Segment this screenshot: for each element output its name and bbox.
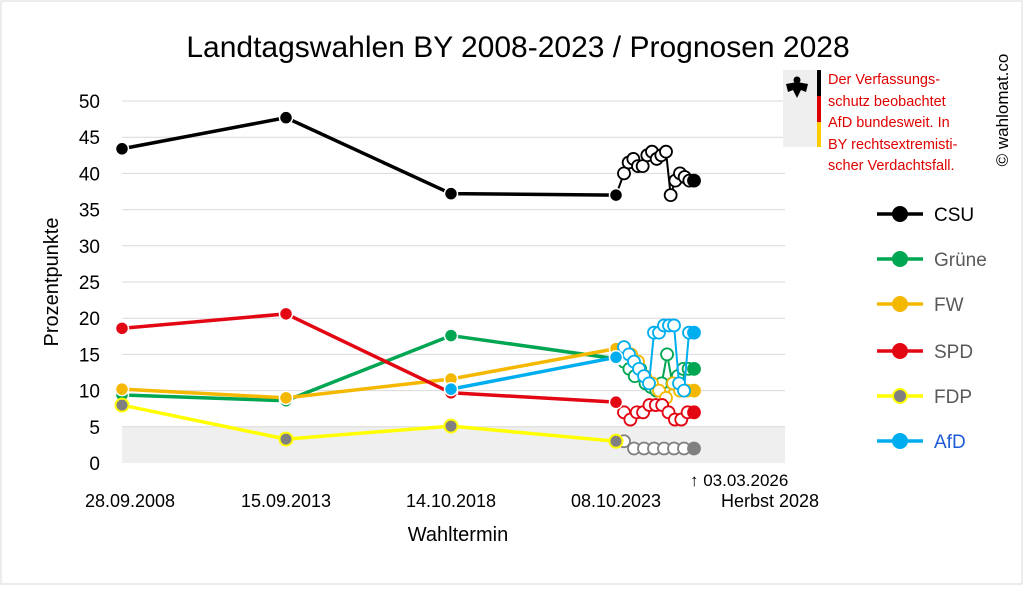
election-marker [114, 141, 130, 157]
note-line: BY rechtsextremisti- [828, 136, 958, 153]
flag-black [817, 70, 821, 96]
election-marker [608, 433, 624, 449]
watermark: © wahlomat.co [993, 54, 1012, 167]
election-marker [278, 306, 294, 322]
flag-gold [817, 122, 821, 147]
election-marker [114, 397, 130, 413]
latest-poll-marker [687, 405, 701, 420]
note-line: schutz beobachtet [828, 93, 946, 110]
y-tick-label: 45 [79, 128, 100, 149]
election-marker [608, 187, 624, 203]
series-csu: CSU [114, 110, 974, 226]
y-tick-label: 0 [89, 454, 100, 475]
x-tick-label: Herbst 2028 [721, 491, 819, 511]
legend-swatch-marker [892, 206, 908, 222]
y-tick-label: 15 [79, 345, 100, 366]
election-line [121, 346, 617, 400]
election-marker [443, 418, 459, 434]
poll-marker [659, 144, 673, 159]
y-tick-label: 35 [79, 201, 100, 222]
latest-poll-marker [687, 361, 701, 376]
latest-poll-marker [687, 441, 701, 456]
election-marker [443, 381, 459, 397]
note-line: Der Verfassungs- [828, 72, 941, 88]
y-tick-label: 50 [79, 92, 100, 113]
poll-marker [677, 383, 691, 398]
election-marker [608, 350, 624, 365]
series-fdp: FDP [114, 387, 972, 456]
election-line [121, 312, 617, 404]
y-tick-label: 5 [89, 418, 100, 439]
legend-label-fdp: FDP [934, 387, 972, 408]
latest-poll-marker [687, 325, 701, 340]
election-marker [443, 328, 459, 343]
y-tick-label: 30 [79, 237, 100, 258]
election-marker [114, 381, 130, 397]
latest-poll-marker [687, 173, 701, 188]
poll-marker [660, 347, 674, 362]
x-tick-label: 08.10.2023 [571, 491, 661, 511]
x-tick-label: 15.09.2013 [241, 491, 331, 511]
legend-label-afd: AfD [934, 432, 966, 453]
x-axis-label: Wahltermin [408, 524, 508, 546]
series-spd: SPD [114, 306, 973, 427]
legend-swatch-marker [892, 296, 908, 312]
election-marker [278, 110, 294, 125]
y-tick-label: 20 [79, 309, 100, 330]
legend-label-fw: FW [934, 295, 964, 316]
poll-marker [667, 318, 681, 333]
eagle-body [786, 82, 808, 98]
election-marker [608, 394, 624, 410]
election-marker [278, 390, 294, 406]
eagle-head [793, 76, 801, 84]
series-afd: AfD [443, 318, 966, 453]
election-line [121, 115, 617, 197]
poll-marker [663, 188, 678, 203]
election-marker [443, 186, 459, 201]
note-line: AfD bundesweit. In [828, 115, 950, 131]
y-tick-label: 25 [79, 273, 100, 294]
date-marker-label: ↑ 03.03.2026 [690, 471, 788, 490]
legend-swatch-marker [892, 433, 908, 449]
verfassungsschutz-note: Der Verfassungs- schutz beobachtet AfD b… [828, 70, 988, 178]
y-axis-label: Prozentpunkte [41, 218, 63, 347]
legend-swatch-marker [892, 343, 908, 359]
election-marker [278, 431, 294, 447]
legend-label-grüne: Grüne [934, 250, 987, 271]
legend-swatch-marker [892, 251, 908, 267]
x-tick-label: 14.10.2018 [406, 491, 496, 511]
poll-marker [642, 376, 656, 391]
election-line [121, 333, 617, 403]
election-line [121, 403, 617, 444]
note-line: scher Verdachtsfall. [828, 158, 955, 174]
y-tick-label: 10 [79, 382, 100, 403]
series-grüne: Grüne [114, 250, 987, 408]
chart-title: Landtagswahlen BY 2008-2023 / Prognosen … [186, 31, 849, 64]
eagle-icon [786, 76, 808, 98]
election-marker [114, 321, 130, 336]
flag-red [817, 96, 821, 122]
legend-label-csu: CSU [934, 205, 974, 226]
election-line [450, 355, 617, 391]
x-tick-label: 28.09.2008 [85, 491, 175, 511]
legend-label-spd: SPD [934, 342, 973, 363]
note-box [783, 70, 821, 147]
legend-swatch-marker [892, 388, 908, 404]
y-tick-label: 40 [79, 164, 100, 185]
